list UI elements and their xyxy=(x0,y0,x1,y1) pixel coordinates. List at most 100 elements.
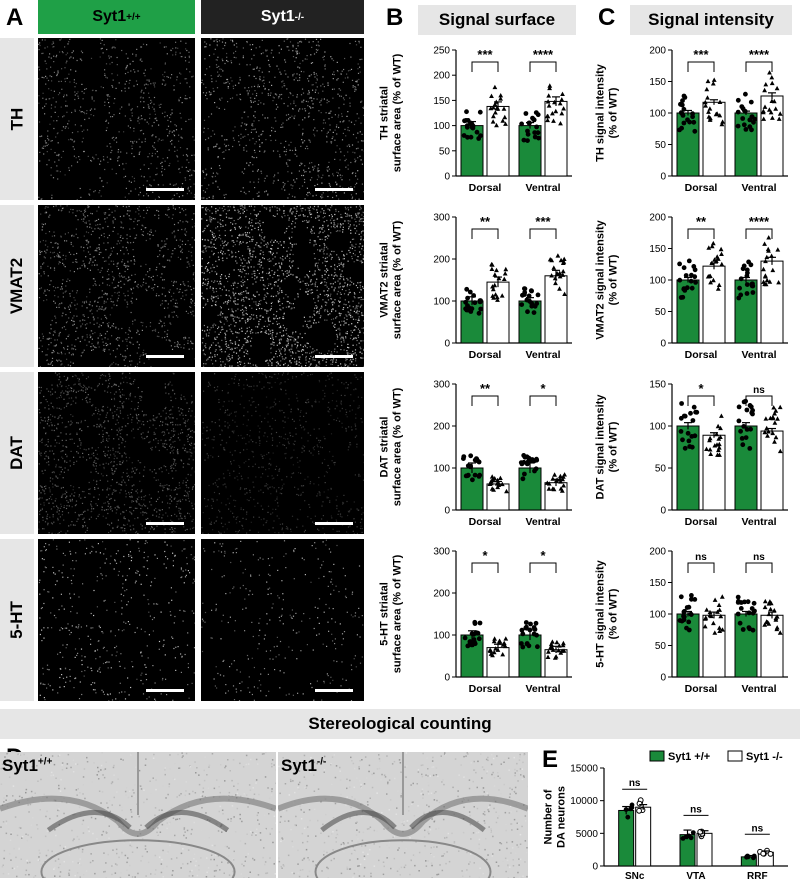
data-point-wt xyxy=(736,418,742,424)
y-axis-label-line: (% of WT) xyxy=(608,421,620,472)
data-point-ko xyxy=(502,114,508,120)
data-point-wt xyxy=(738,428,743,434)
data-point-wt xyxy=(468,134,474,140)
brain-wt-label-text: Syt1 xyxy=(2,756,38,775)
data-point-wt xyxy=(744,282,750,287)
data-point-ko xyxy=(561,256,567,261)
data-point-ko xyxy=(501,106,507,111)
data-point-wt xyxy=(681,286,687,291)
y-axis-label-line: DA neurons xyxy=(556,786,568,848)
sig-bracket xyxy=(687,562,715,573)
x-tick-label: Ventral xyxy=(741,182,776,194)
data-point-wt xyxy=(535,130,541,136)
row-label-vmat2: VMAT2 xyxy=(0,205,34,367)
data-point-wt xyxy=(476,310,482,316)
data-point-wt xyxy=(680,98,685,104)
sig-label: * xyxy=(482,548,488,563)
data-point-ko xyxy=(764,425,770,431)
bar-ko xyxy=(760,430,784,511)
header-syt1-ko-sup: -/- xyxy=(294,11,305,23)
data-point-ko xyxy=(560,91,565,96)
sig-bracket xyxy=(471,61,499,72)
data-point-wt xyxy=(688,611,694,617)
data-point-wt xyxy=(519,641,524,646)
data-point-wt xyxy=(474,129,480,135)
header-syt1-ko-text: Syt1 xyxy=(260,8,295,25)
data-point-wt xyxy=(519,302,525,307)
data-point-wt xyxy=(740,627,746,632)
data-point-wt xyxy=(534,124,539,130)
data-point-wt xyxy=(468,639,474,644)
data-point-ko xyxy=(561,106,566,111)
data-point-ko xyxy=(489,93,494,98)
sig-bracket xyxy=(471,395,499,406)
chart-b1-th-surface: TH striatalsurface area (% of WT) 0 50 100 1… xyxy=(379,46,572,194)
bar-wt xyxy=(676,425,700,511)
micrograph-th-ko xyxy=(201,38,364,200)
data-point-ko xyxy=(764,277,770,283)
data-point-wt xyxy=(750,627,756,633)
micrograph-th-wt xyxy=(38,38,195,200)
brain-ko-label-sup: -/- xyxy=(316,756,327,768)
data-point-wt xyxy=(629,802,635,808)
data-point-ko xyxy=(777,630,783,635)
y-tick-label: 50 xyxy=(655,140,667,151)
data-point-wt xyxy=(467,289,473,295)
data-point-ko xyxy=(551,118,556,123)
data-point-ko xyxy=(774,625,780,630)
data-point-ko xyxy=(716,447,721,453)
data-point-ko xyxy=(762,274,768,279)
data-point-ko xyxy=(704,86,710,92)
data-point-wt xyxy=(686,627,692,633)
brain-ko-label: Syt1-/- xyxy=(281,756,326,776)
data-point-ko xyxy=(716,602,722,607)
data-point-wt xyxy=(690,830,696,835)
data-point-ko xyxy=(762,241,767,246)
y-tick-label: 50 xyxy=(439,146,451,157)
sig-label: ns xyxy=(751,823,763,834)
row-label-5ht: 5-HT xyxy=(0,539,34,701)
data-point-wt xyxy=(745,270,750,276)
data-point-ko xyxy=(717,99,723,104)
data-point-wt xyxy=(533,110,539,115)
y-axis-label-line: VMAT2 striatal xyxy=(379,242,391,318)
data-point-ko xyxy=(500,118,506,123)
sig-bracket xyxy=(745,562,773,573)
y-tick-label: 300 xyxy=(433,547,450,558)
data-point-ko xyxy=(498,475,503,480)
data-point-ko xyxy=(768,415,773,421)
sig-label: ns xyxy=(753,385,765,396)
data-point-wt xyxy=(533,620,539,626)
data-point-ko xyxy=(761,108,766,114)
data-point-ko xyxy=(763,416,769,421)
data-point-ko xyxy=(767,279,773,284)
sig-label: *** xyxy=(693,47,709,62)
sig-bracket xyxy=(687,228,715,239)
data-point-wt xyxy=(462,635,468,641)
data-point-wt xyxy=(464,124,470,130)
data-point-ko xyxy=(705,95,710,100)
data-point-ko xyxy=(769,80,775,86)
data-point-wt xyxy=(521,459,527,465)
data-point-ko xyxy=(503,121,508,126)
data-point-ko xyxy=(762,622,768,627)
data-point-ko xyxy=(489,266,495,271)
data-point-wt xyxy=(735,97,741,103)
data-point-wt xyxy=(532,468,537,474)
panel-letter-b: B xyxy=(386,4,404,31)
data-point-wt xyxy=(531,310,537,315)
sig-bracket xyxy=(745,228,773,239)
y-tick-label: 200 xyxy=(649,46,666,57)
data-point-wt xyxy=(749,606,755,611)
data-point-ko xyxy=(761,116,767,121)
data-point-ko xyxy=(712,630,718,635)
data-point-ko xyxy=(716,282,722,287)
y-tick-label: 0 xyxy=(592,862,598,873)
data-point-wt xyxy=(686,258,692,264)
data-point-wt xyxy=(461,456,466,461)
data-point-ko xyxy=(777,111,783,116)
data-point-ko xyxy=(770,115,775,120)
data-point-ko xyxy=(494,294,500,300)
data-point-ko xyxy=(712,443,718,448)
sig-label: ns xyxy=(690,804,702,815)
